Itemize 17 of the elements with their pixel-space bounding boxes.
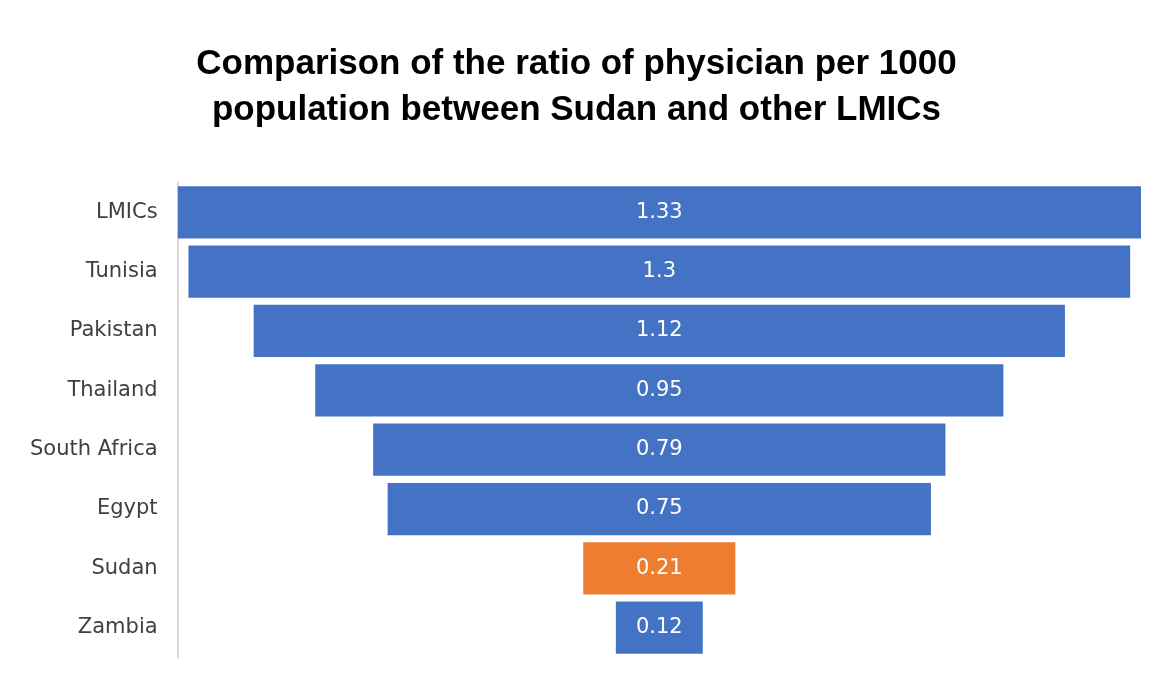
category-label: LMICs	[95, 198, 158, 223]
category-label: South Africa	[29, 436, 158, 461]
data-label: 1.12	[635, 317, 683, 342]
category-label: Sudan	[91, 554, 158, 579]
category-label: Thailand	[66, 376, 158, 401]
category-label: Pakistan	[69, 317, 158, 342]
data-label: 0.21	[635, 554, 683, 579]
data-label: 1.3	[642, 258, 676, 283]
data-label: 0.79	[635, 436, 683, 461]
category-label: Tunisia	[84, 258, 158, 283]
data-label: 0.75	[635, 495, 683, 520]
data-label: 0.12	[635, 614, 683, 639]
category-label: Zambia	[77, 614, 158, 639]
category-label: Egypt	[97, 495, 158, 520]
data-label: 1.33	[635, 198, 683, 223]
text: Comparison of the ratio of physician per 1000 population between Sudan and other LMICs	[195, 41, 958, 129]
data-label: 0.95	[635, 376, 683, 401]
